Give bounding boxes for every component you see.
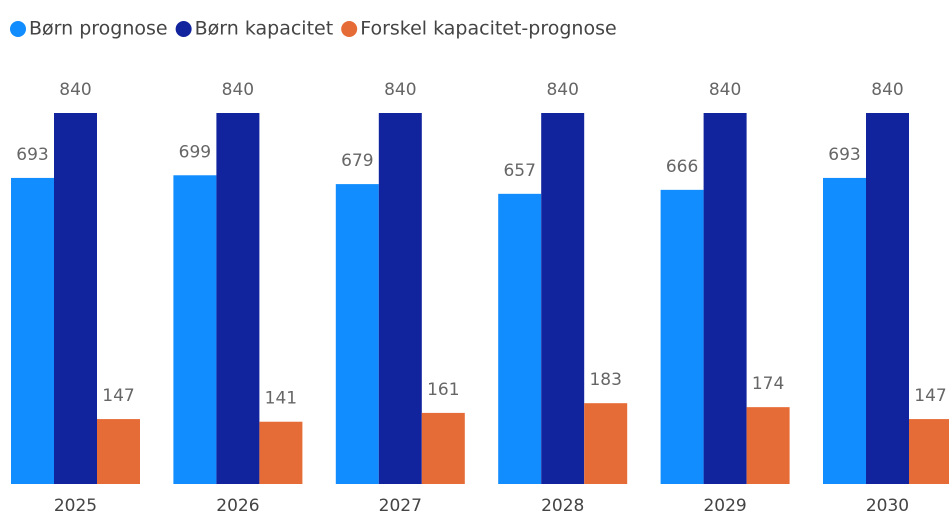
- bar: [660, 189, 704, 484]
- value-label: 693: [828, 145, 860, 165]
- bar: [746, 407, 790, 484]
- legend-text: Børn kapacitet: [195, 18, 334, 40]
- bar: [703, 113, 747, 484]
- value-label: 679: [341, 151, 373, 171]
- legend-item: Børn kapacitet: [175, 18, 334, 40]
- legend-swatch: [10, 21, 26, 37]
- value-label: 840: [709, 80, 741, 100]
- x-tick-label: 2027: [379, 496, 422, 516]
- bar: [11, 177, 54, 485]
- bar: [421, 412, 465, 484]
- legend-text: Forskel kapacitet-prognose: [360, 18, 617, 40]
- value-label: 147: [102, 386, 134, 406]
- value-label: 840: [59, 80, 91, 100]
- bar: [584, 403, 628, 484]
- bar: [173, 175, 217, 484]
- value-label: 183: [589, 370, 621, 390]
- bar: [909, 419, 949, 484]
- bar: [216, 113, 260, 484]
- bar: [498, 193, 542, 484]
- value-label: 840: [546, 80, 578, 100]
- value-label: 657: [503, 161, 535, 181]
- x-tick-label: 2029: [703, 496, 746, 516]
- legend-item: Børn prognose: [10, 18, 168, 40]
- x-tick-label: 2030: [866, 496, 909, 516]
- bar: [54, 113, 97, 484]
- value-label: 840: [384, 80, 416, 100]
- value-label: 699: [179, 142, 211, 162]
- x-tick-label: 2028: [541, 496, 584, 516]
- legend-text: Børn prognose: [29, 18, 168, 40]
- bar: [541, 113, 585, 484]
- value-label: 840: [222, 80, 254, 100]
- x-tick-label: 2025: [54, 496, 97, 516]
- bar: [97, 419, 140, 484]
- bar: [259, 421, 303, 484]
- value-label: 161: [427, 380, 459, 400]
- bar: [823, 177, 866, 485]
- value-label: 693: [16, 145, 48, 165]
- bar: [335, 184, 379, 484]
- value-label: 141: [265, 389, 297, 409]
- legend-swatch: [341, 21, 358, 37]
- x-tick-label: 2026: [216, 496, 259, 516]
- value-label: 666: [666, 157, 698, 177]
- bar: [378, 113, 422, 484]
- value-label: 840: [871, 80, 903, 100]
- legend-swatch: [175, 21, 192, 37]
- value-label: 147: [914, 386, 946, 406]
- bar: [866, 113, 909, 484]
- legend-item: Forskel kapacitet-prognose: [341, 18, 617, 40]
- value-label: 174: [752, 374, 784, 394]
